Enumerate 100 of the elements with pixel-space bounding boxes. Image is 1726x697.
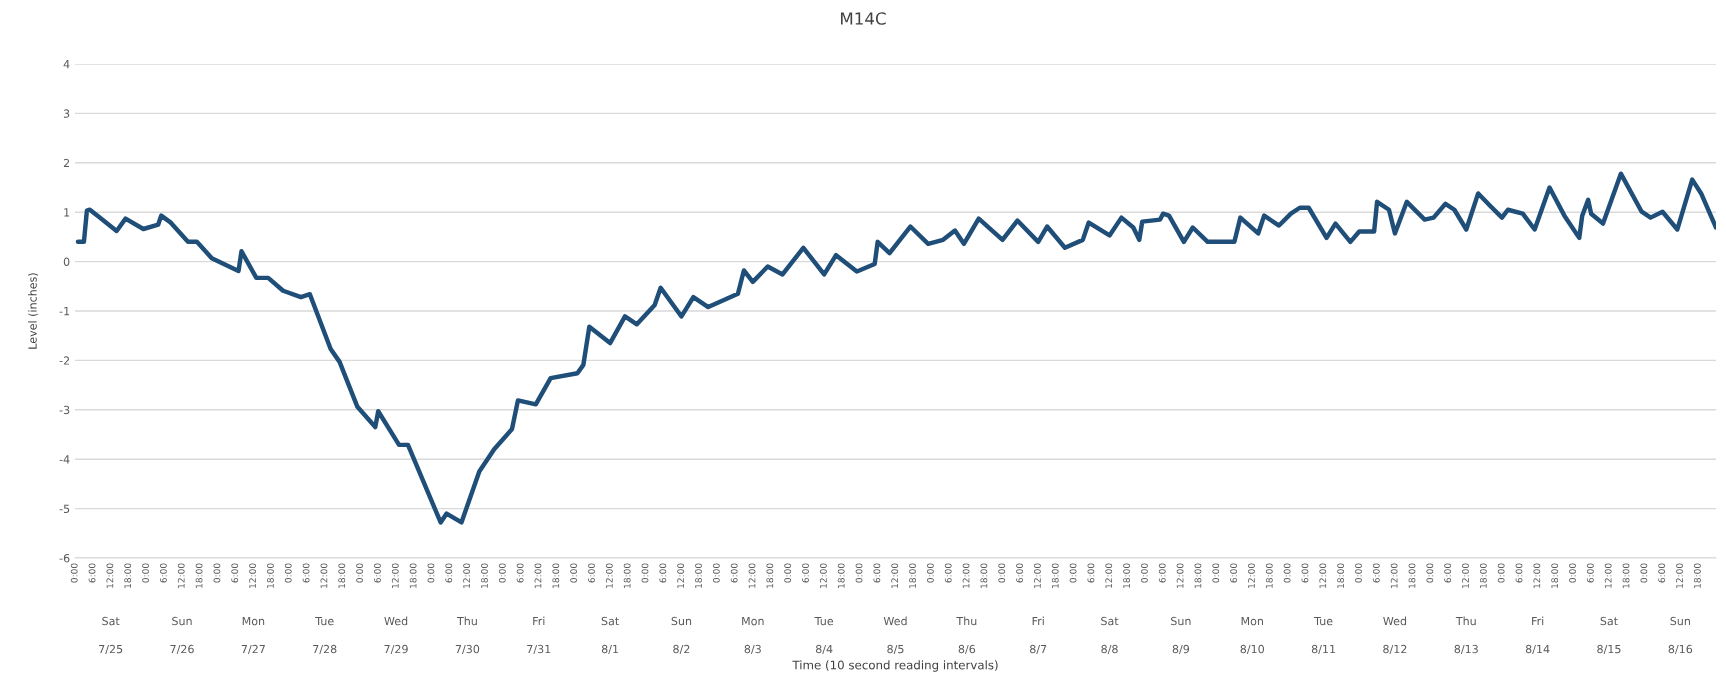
x-tick-label: 0:00 (284, 563, 292, 583)
x-tick-label: 0:00 (1212, 563, 1220, 583)
text: Tue (814, 616, 834, 626)
x-tick-label: 6:00 (1586, 563, 1594, 583)
x-tick-label: 12:00 (1604, 563, 1612, 588)
x-tick-label: 12:00 (1176, 563, 1184, 588)
x-tick-label: 18:00 (1479, 563, 1487, 588)
x-tick-label: 0:00 (142, 563, 149, 583)
x-tick-label: 18:00 (552, 563, 560, 588)
x-tick-label: 18:00 (1693, 563, 1701, 588)
x-tick-label: 12:00 (1033, 563, 1041, 588)
text: Thu (456, 616, 477, 626)
text: 8/9 (1172, 644, 1190, 655)
x-tick-label: 0:00 (1497, 563, 1505, 583)
x-tick-label: 18:00 (124, 563, 132, 588)
x-tick-label: 18:00 (909, 563, 916, 588)
text: 7/28 (313, 644, 337, 655)
x-tick-label: 0:00 (356, 563, 364, 583)
x-tick-label: 0:00 (926, 563, 934, 583)
text: 8/3 (744, 644, 761, 655)
text: 8/2 (673, 644, 690, 655)
text: 8/1 (601, 644, 619, 655)
y-tick-label: 4 (63, 60, 70, 69)
x-tick-label: 18:00 (623, 563, 631, 588)
y-tick-label: 3 (63, 109, 70, 118)
x-tick-label: 12:00 (1390, 563, 1398, 588)
x-tick-label: 18:00 (267, 563, 274, 588)
text: 8/15 (1597, 644, 1621, 655)
text: Sat (1101, 616, 1119, 626)
x-tick-label: 0:00 (427, 563, 435, 583)
x-tick-label: 18:00 (481, 563, 488, 588)
text: 8/6 (958, 644, 976, 655)
text: 7/26 (170, 644, 194, 655)
text: Fri (1532, 616, 1544, 626)
x-tick-label: 12:00 (819, 563, 827, 588)
x-tick-label: 0:00 (712, 563, 720, 583)
text: Wed (384, 616, 408, 626)
text: 8/10 (1240, 644, 1264, 655)
text: 7/29 (384, 644, 408, 655)
x-tick-label: 18:00 (409, 563, 417, 588)
x-tick-label: 6:00 (231, 563, 239, 583)
x-tick-label: 6:00 (302, 563, 310, 583)
text: Mon (742, 616, 764, 626)
text: 8/8 (1101, 644, 1118, 655)
text: 7/30 (455, 644, 480, 655)
x-tick-label: 0:00 (1283, 563, 1291, 583)
x-tick-label: 18:00 (766, 563, 774, 588)
x-tick-label: 18:00 (1265, 563, 1273, 588)
x-tick-label: 12:00 (1248, 563, 1255, 588)
text: Sat (601, 616, 619, 626)
x-tick-label: 12:00 (1533, 563, 1541, 588)
text: 8/12 (1383, 644, 1407, 655)
chart-title: M14C (841, 12, 886, 25)
x-tick-label: 6:00 (802, 563, 809, 583)
x-tick-label: 6:00 (1658, 563, 1666, 583)
x-tick-label: 12:00 (1105, 563, 1113, 588)
x-tick-label: 6:00 (159, 563, 167, 583)
x-tick-label: 6:00 (516, 563, 524, 583)
x-tick-label: 12:00 (463, 563, 471, 588)
x-tick-label: 6:00 (1087, 563, 1095, 583)
x-tick-label: 6:00 (374, 563, 381, 583)
x-tick-label: 12:00 (106, 563, 114, 588)
x-tick-label: 6:00 (88, 563, 96, 583)
x-tick-label: 12:00 (891, 563, 899, 588)
x-tick-label: 12:00 (249, 563, 256, 588)
y-tick-label: -3 (59, 405, 70, 415)
x-tick-label: 12:00 (748, 563, 756, 588)
x-tick-label: 18:00 (1337, 563, 1345, 588)
x-tick-label: 18:00 (695, 563, 702, 588)
x-tick-label: 12:00 (1319, 563, 1327, 588)
text: Tue (315, 616, 334, 626)
x-tick-label: 6:00 (1301, 563, 1309, 583)
x-tick-label: 18:00 (1408, 563, 1416, 588)
text: Tue (1314, 616, 1333, 626)
x-tick-label: 0:00 (213, 563, 221, 583)
x-tick-label: 0:00 (1069, 563, 1077, 583)
text: Mon (242, 616, 265, 626)
x-tick-label: 6:00 (1016, 563, 1023, 583)
text: 8/13 (1454, 644, 1478, 655)
y-tick-label: -5 (59, 504, 70, 513)
x-tick-label: 12:00 (962, 563, 970, 588)
text: Thu (956, 616, 977, 626)
y-axis-title: Level (inches) (28, 273, 39, 349)
x-tick-label: 6:00 (873, 563, 881, 583)
x-tick-label: 0:00 (498, 563, 506, 583)
x-tick-label: 0:00 (1569, 563, 1576, 583)
text: Time (10 second reading intervals) (792, 660, 998, 672)
text: 7/25 (99, 644, 123, 655)
y-tick-label: 1 (64, 208, 70, 217)
x-tick-label: 6:00 (1515, 563, 1523, 583)
text: Mon (1241, 616, 1264, 626)
x-tick-label: 0:00 (1640, 563, 1648, 583)
x-tick-label: 12:00 (177, 563, 185, 588)
x-tick-label: 18:00 (837, 563, 845, 588)
x-tick-label: 18:00 (1051, 563, 1059, 588)
x-tick-label: 0:00 (70, 563, 78, 583)
text: 8/16 (1668, 644, 1693, 655)
x-tick-label: 12:00 (391, 563, 399, 588)
x-tick-label: 12:00 (1462, 563, 1469, 588)
text: 8/7 (1030, 644, 1047, 655)
